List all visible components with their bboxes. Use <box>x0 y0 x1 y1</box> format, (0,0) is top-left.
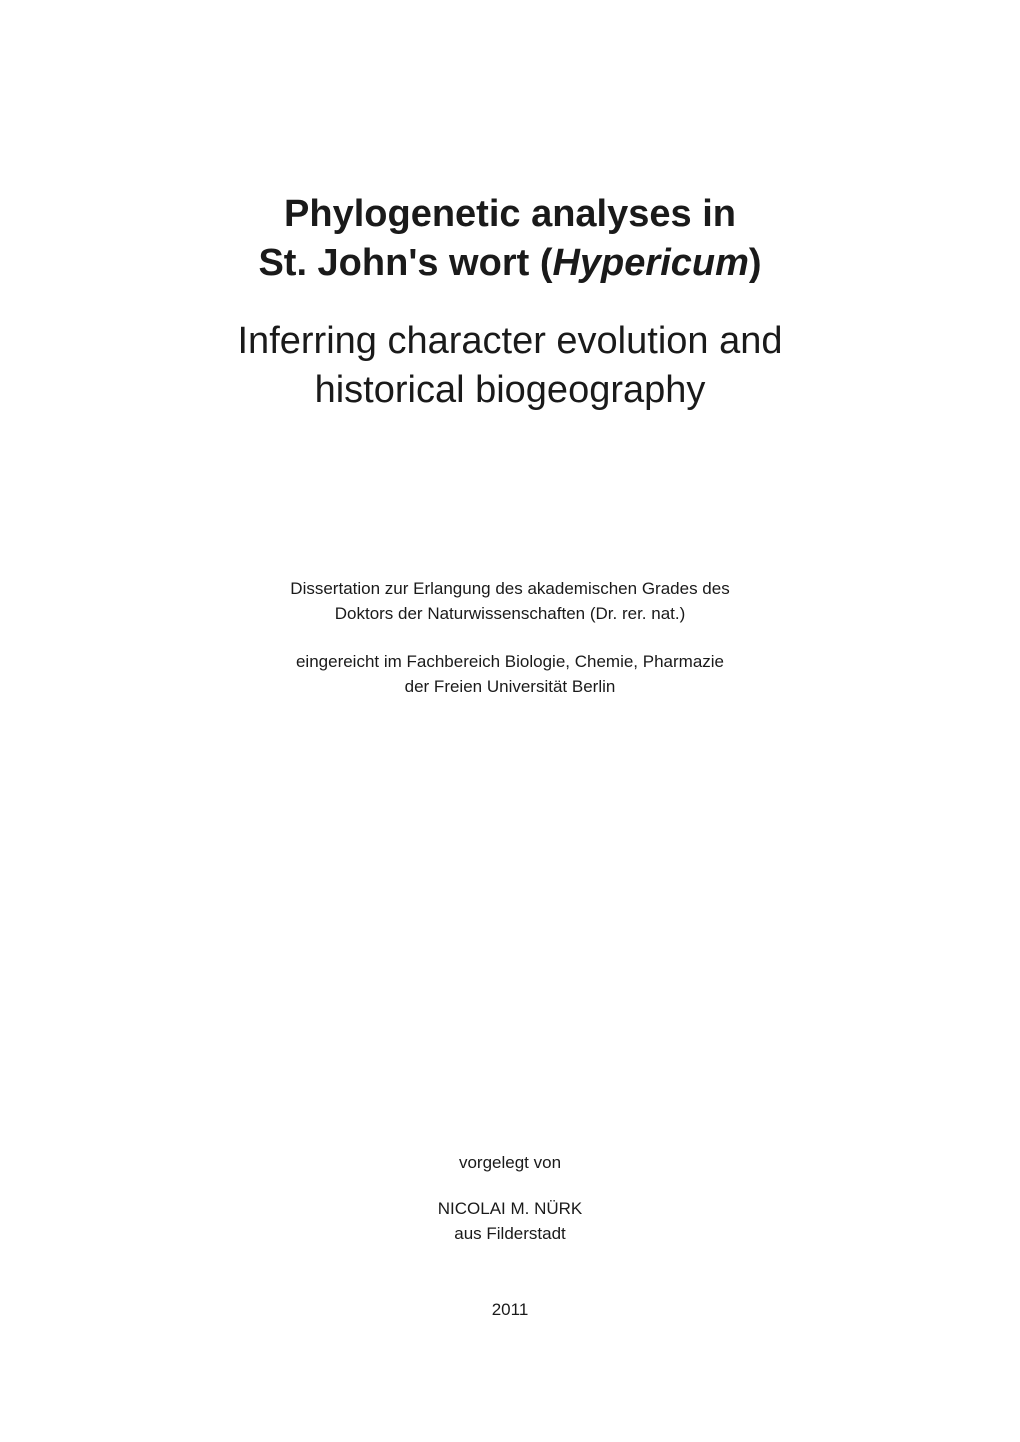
title-line-1: Phylogenetic analyses in <box>120 190 900 239</box>
spacer <box>120 627 900 649</box>
main-title: Phylogenetic analyses in St. John's wort… <box>120 190 900 289</box>
subtitle-line-1: Inferring character evolution and <box>120 317 900 366</box>
diss-line-1: Dissertation zur Erlangung des akademisc… <box>120 576 900 602</box>
title-line-2-suffix: ) <box>749 242 762 284</box>
title-line-2-prefix: St. John's wort ( <box>258 242 552 284</box>
submitted-by-block: vorgelegt von NICOLAI M. NÜRK aus Filder… <box>0 1133 1020 1322</box>
author-name: NICOLAI M. NÜRK <box>0 1196 1020 1222</box>
subtitle: Inferring character evolution and histor… <box>120 317 900 416</box>
dissertation-info: Dissertation zur Erlangung des akademisc… <box>120 576 900 700</box>
year: 2011 <box>0 1297 1020 1323</box>
dept-line-2: der Freien Universität Berlin <box>120 674 900 700</box>
vorgelegt-von: vorgelegt von <box>0 1150 1020 1176</box>
title-line-2-italic: Hypericum <box>552 242 748 284</box>
title-page: Phylogenetic analyses in St. John's wort… <box>0 0 1020 1442</box>
author-origin: aus Filderstadt <box>0 1221 1020 1247</box>
diss-line-2: Doktors der Naturwissenschaften (Dr. rer… <box>120 601 900 627</box>
title-line-2: St. John's wort (Hypericum) <box>120 239 900 288</box>
subtitle-line-2: historical biogeography <box>120 366 900 415</box>
dept-line-1: eingereicht im Fachbereich Biologie, Che… <box>120 649 900 675</box>
